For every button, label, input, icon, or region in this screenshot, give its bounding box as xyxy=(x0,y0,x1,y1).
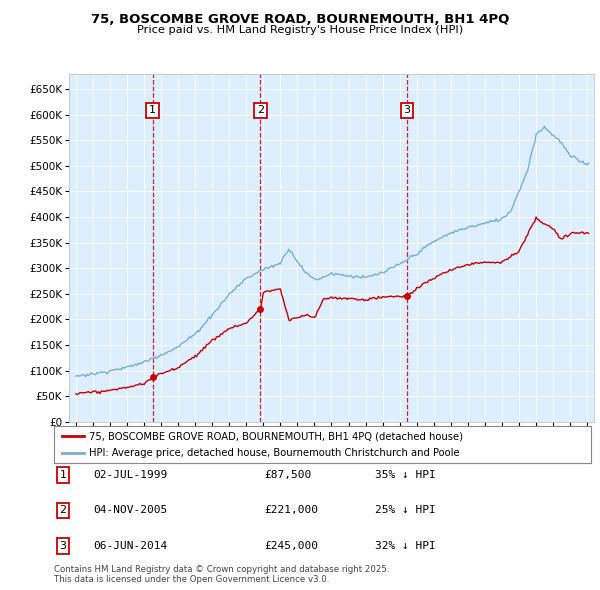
Text: 32% ↓ HPI: 32% ↓ HPI xyxy=(375,541,436,550)
Text: 02-JUL-1999: 02-JUL-1999 xyxy=(93,470,167,480)
Text: 75, BOSCOMBE GROVE ROAD, BOURNEMOUTH, BH1 4PQ: 75, BOSCOMBE GROVE ROAD, BOURNEMOUTH, BH… xyxy=(91,13,509,26)
Text: 2: 2 xyxy=(59,506,67,515)
Text: £245,000: £245,000 xyxy=(264,541,318,550)
Text: £221,000: £221,000 xyxy=(264,506,318,515)
Text: 2: 2 xyxy=(257,105,264,115)
Text: 1: 1 xyxy=(149,105,156,115)
Text: 3: 3 xyxy=(404,105,410,115)
Text: 75, BOSCOMBE GROVE ROAD, BOURNEMOUTH, BH1 4PQ (detached house): 75, BOSCOMBE GROVE ROAD, BOURNEMOUTH, BH… xyxy=(89,431,463,441)
Text: 25% ↓ HPI: 25% ↓ HPI xyxy=(375,506,436,515)
Text: HPI: Average price, detached house, Bournemouth Christchurch and Poole: HPI: Average price, detached house, Bour… xyxy=(89,448,460,458)
Text: 06-JUN-2014: 06-JUN-2014 xyxy=(93,541,167,550)
Text: Price paid vs. HM Land Registry's House Price Index (HPI): Price paid vs. HM Land Registry's House … xyxy=(137,25,463,35)
Text: This data is licensed under the Open Government Licence v3.0.: This data is licensed under the Open Gov… xyxy=(54,575,329,584)
Text: 35% ↓ HPI: 35% ↓ HPI xyxy=(375,470,436,480)
Text: £87,500: £87,500 xyxy=(264,470,311,480)
Text: 3: 3 xyxy=(59,541,67,550)
Text: 04-NOV-2005: 04-NOV-2005 xyxy=(93,506,167,515)
Text: Contains HM Land Registry data © Crown copyright and database right 2025.: Contains HM Land Registry data © Crown c… xyxy=(54,565,389,574)
Text: 1: 1 xyxy=(59,470,67,480)
